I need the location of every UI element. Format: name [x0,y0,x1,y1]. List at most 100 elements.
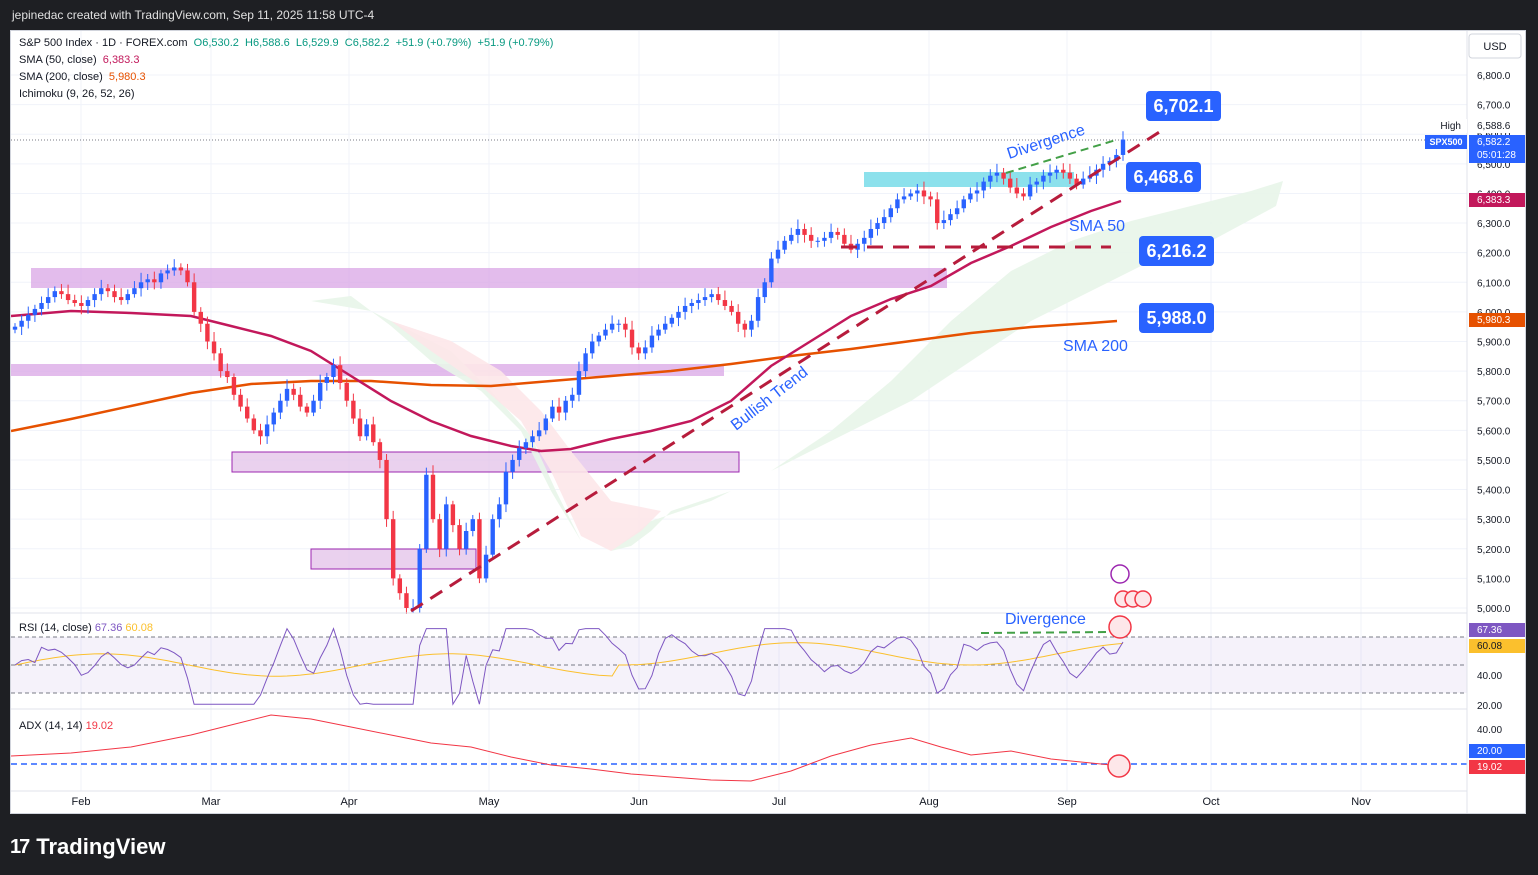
candle-body [875,223,880,229]
candle-body [954,208,960,215]
candle-body [79,303,84,306]
candle-body [19,320,24,327]
candle-body [211,341,217,354]
legend-high: H6,588.6 [245,37,290,49]
candle-body [762,282,767,298]
legend-ichimoku-name: Ichimoku (9, 26, 52, 26) [19,88,135,100]
y-tick-label: 6,100.0 [1477,278,1511,289]
candle-body [1100,163,1106,170]
candle-body [590,341,595,354]
candle-body [324,377,330,383]
candle-body [1034,181,1039,185]
rsi-legend-ma: 60.08 [125,622,153,634]
candle-body [65,294,71,301]
y-tick-label: 5,100.0 [1477,574,1511,585]
candle-body [238,394,243,407]
rsi-ma-tag [1469,639,1525,653]
candle-body [337,365,343,383]
candle-body [570,394,575,401]
adx-tick-label: 40.00 [1477,725,1502,736]
candle-body [231,377,237,395]
adx-legend-value: 19.02 [86,720,114,732]
candle-body [284,388,290,401]
adx-threshold-tag [1469,744,1525,758]
price-label-text: 6,216.2 [1146,241,1206,261]
adx-highlight-circle [1107,754,1131,778]
candle-body [477,519,482,579]
candle-body [649,335,655,348]
candle-body [357,418,363,437]
candle-body [716,294,721,301]
sma200-label: SMA 200 [1063,338,1128,355]
candle-body [901,196,907,200]
candle-body [470,519,475,532]
ichimoku-cloud [311,181,1283,551]
candle-body [1047,172,1053,176]
candle-body [795,228,801,235]
candle-body [842,234,847,244]
symbol-tag [1425,135,1467,149]
candle-body [536,430,542,437]
legend-main: S&P 500 Index · 1D · FOREX.com O6,530.2 … [19,37,553,49]
candle-body [822,237,827,241]
y-tick-label: 6,300.0 [1477,219,1511,230]
legend-sma200-value: 5,980.3 [108,71,146,83]
candle-body [377,442,383,460]
legend-change: +51.9 (+0.79%) [395,37,472,49]
candle-body [198,311,203,324]
legend-sma50-name: SMA (50, close) [19,54,97,66]
candle-body [576,371,582,395]
candle-body [1120,139,1126,155]
candle-body [596,335,602,342]
rsi-divergence-label: Divergence [1005,611,1086,628]
y-tick-label: 5,600.0 [1477,426,1511,437]
candle-body [105,288,111,292]
candle-body [344,382,349,401]
rsi-tick-label: 20.00 [1477,701,1502,712]
bullish-trendline [410,129,1162,613]
candle-body [855,243,860,250]
x-tick-label: Oct [1202,796,1219,808]
candle-body [430,474,436,520]
candle-body [99,288,104,295]
adx-line [11,714,1122,782]
candle-body [895,199,900,209]
candle-body [517,448,522,460]
candle-body [503,471,509,505]
high-tag-label: High [1440,121,1461,132]
candle-body [1001,172,1006,179]
candle-body [815,240,821,242]
candle-body [317,382,323,401]
rsi-ma-line [14,642,1124,677]
y-tick-label: 6,500.0 [1477,160,1511,171]
candle-body [689,303,694,306]
currency-button [1468,33,1522,59]
chart-frame[interactable]: Divergence Bullish Trend SMA 50 SMA 200 6,70… [10,30,1526,814]
sma50-tag [1469,193,1525,207]
candle-body [85,300,91,306]
candle-body [669,317,675,324]
candle-body [603,329,608,336]
candle-body [384,459,389,520]
candle-body [424,474,429,549]
resistance-zone-upper [31,268,947,288]
candle-body [835,231,840,235]
candle-body [191,282,197,312]
candle-body [696,300,701,304]
candle-body [981,181,986,191]
candle-body [245,406,250,419]
candle-body [152,279,157,283]
x-tick-label: Jun [630,796,648,808]
x-tick-label: Sep [1057,796,1077,808]
candle-body [523,442,529,449]
price-label-box [1126,162,1201,192]
candle-body [417,548,422,608]
legend-change-2: +51.9 (+0.79%) [477,37,554,49]
candle-body [490,519,495,555]
candle-body [331,365,336,378]
candle-body [782,240,787,250]
candle-body [218,353,223,372]
candle-body [165,270,170,274]
x-tick-label: Mar [202,796,221,808]
